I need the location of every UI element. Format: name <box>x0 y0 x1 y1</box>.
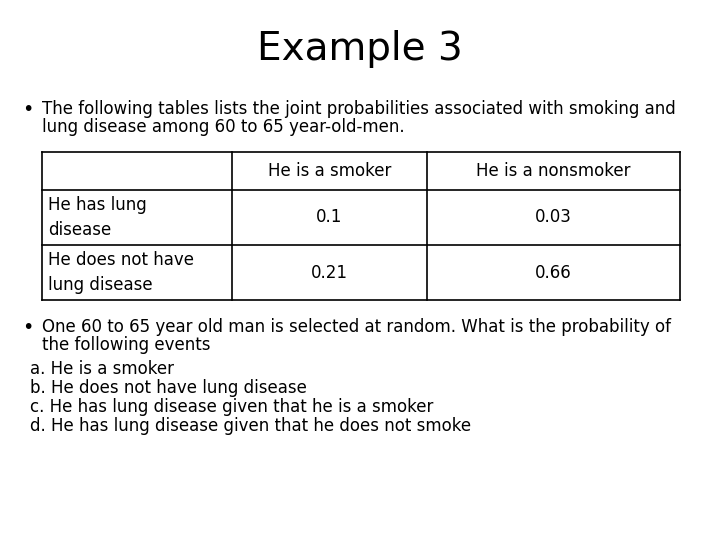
Text: He is a nonsmoker: He is a nonsmoker <box>476 162 631 180</box>
Text: The following tables lists the joint probabilities associated with smoking and: The following tables lists the joint pro… <box>42 100 676 118</box>
Text: lung disease among 60 to 65 year-old-men.: lung disease among 60 to 65 year-old-men… <box>42 118 405 136</box>
Text: •: • <box>22 100 33 119</box>
Text: the following events: the following events <box>42 336 210 354</box>
Text: c. He has lung disease given that he is a smoker: c. He has lung disease given that he is … <box>30 398 433 416</box>
Text: b. He does not have lung disease: b. He does not have lung disease <box>30 379 307 397</box>
Text: 0.66: 0.66 <box>535 264 572 281</box>
Text: d. He has lung disease given that he does not smoke: d. He has lung disease given that he doe… <box>30 417 471 435</box>
Text: Example 3: Example 3 <box>257 30 463 68</box>
Text: He has lung
disease: He has lung disease <box>48 196 147 239</box>
Text: He is a smoker: He is a smoker <box>268 162 391 180</box>
Text: 0.21: 0.21 <box>311 264 348 281</box>
Text: a. He is a smoker: a. He is a smoker <box>30 360 174 378</box>
Text: 0.03: 0.03 <box>535 208 572 226</box>
Text: He does not have
lung disease: He does not have lung disease <box>48 251 194 294</box>
Text: •: • <box>22 318 33 337</box>
Text: One 60 to 65 year old man is selected at random. What is the probability of: One 60 to 65 year old man is selected at… <box>42 318 671 336</box>
Text: 0.1: 0.1 <box>316 208 343 226</box>
